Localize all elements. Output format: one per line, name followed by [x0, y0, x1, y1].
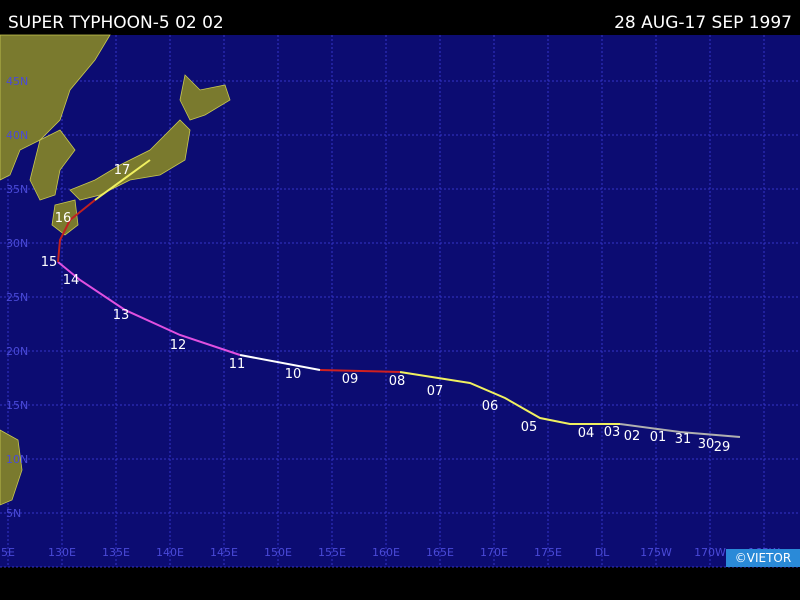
- honshu: [69, 119, 191, 201]
- longitude-label: 150E: [264, 546, 292, 559]
- graticule: [0, 35, 800, 568]
- longitude-label: 5E: [1, 546, 15, 559]
- day-label: 09: [342, 372, 359, 387]
- longitude-label: 130E: [48, 546, 76, 559]
- longitude-label: 170E: [480, 546, 508, 559]
- longitude-label: 175W: [640, 546, 672, 559]
- day-label: 08: [389, 374, 406, 389]
- latitude-label: 5N: [6, 507, 21, 520]
- day-label: 03: [604, 425, 621, 440]
- latitude-label: 10N: [6, 453, 28, 466]
- date-range: 28 AUG-17 SEP 1997: [614, 13, 792, 33]
- track-segment: [239, 354, 321, 371]
- track: [57, 159, 741, 438]
- credit-box: [726, 549, 800, 567]
- track-segment: [619, 423, 741, 438]
- latitude-label: 25N: [6, 291, 28, 304]
- ocean: [0, 35, 800, 567]
- day-label: 14: [63, 273, 80, 288]
- longitude-label: 140E: [156, 546, 184, 559]
- latitude-label: 15N: [6, 399, 28, 412]
- day-label: 05: [521, 420, 538, 435]
- day-label: 12: [170, 338, 187, 353]
- track-segment: [57, 261, 241, 356]
- day-label: 04: [578, 426, 595, 441]
- longitude-label: 170W: [694, 546, 726, 559]
- track-segment: [94, 159, 151, 201]
- latitude-label: 45N: [6, 75, 28, 88]
- day-label: 07: [427, 384, 444, 399]
- day-label: 16: [55, 211, 72, 226]
- land: [0, 34, 231, 506]
- track-segment: [399, 371, 620, 425]
- day-label: 29: [714, 440, 731, 455]
- day-label: 17: [114, 163, 131, 178]
- latitude-label: 40N: [6, 129, 28, 142]
- longitude-label: 165E: [426, 546, 454, 559]
- longitude-label: 160E: [372, 546, 400, 559]
- latitude-label: 20N: [6, 345, 28, 358]
- day-label: 13: [113, 308, 130, 323]
- day-label: 15: [41, 255, 58, 270]
- latitude-label: 30N: [6, 237, 28, 250]
- luzon: [0, 429, 23, 506]
- kyushu: [51, 199, 79, 236]
- day-label: 31: [675, 432, 692, 447]
- day-label: 30: [698, 437, 715, 452]
- longitude-label: DL: [595, 546, 610, 559]
- day-label: 06: [482, 399, 499, 414]
- hokkaido: [179, 74, 231, 121]
- track-segment: [319, 369, 401, 373]
- title: SUPER TYPHOON-5 02 02: [8, 13, 224, 33]
- longitude-label: 145E: [210, 546, 238, 559]
- latitude-label: 35N: [6, 183, 28, 196]
- longitude-label: 155E: [318, 546, 346, 559]
- day-label: 01: [650, 430, 667, 445]
- day-label: 11: [229, 357, 246, 372]
- credit: ©VIETOR: [735, 551, 791, 565]
- labels: 45N 40N 35N 30N 25N 20N 15N 10N 5N 5E 130E 135E 140E…: [1, 75, 780, 559]
- day-label: 10: [285, 367, 302, 382]
- china-coast: [0, 34, 111, 181]
- day-label: 02: [624, 429, 641, 444]
- track-segment: [57, 199, 96, 263]
- longitude-label: 175E: [534, 546, 562, 559]
- korea: [29, 129, 76, 201]
- longitude-label: 135E: [102, 546, 130, 559]
